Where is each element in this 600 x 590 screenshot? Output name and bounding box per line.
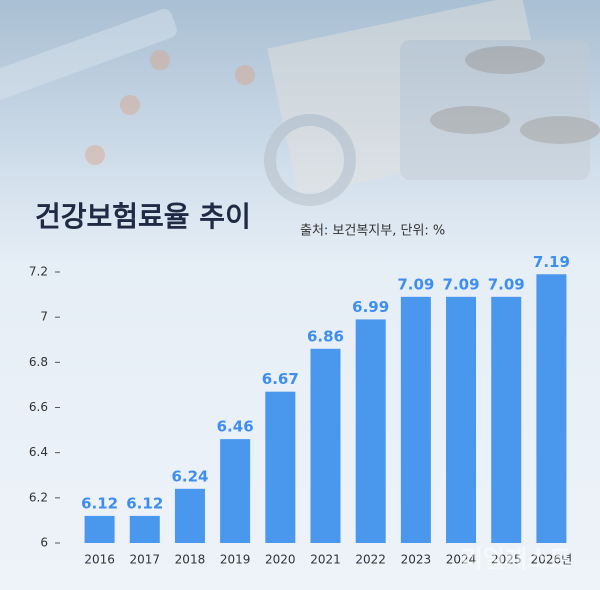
bar: [84, 515, 115, 543]
x-tick-label: 2019: [220, 553, 251, 567]
x-tick-label: 2020: [265, 553, 296, 567]
x-tick-label: 2023: [401, 553, 432, 567]
y-tick-label: 6.6: [29, 400, 48, 414]
y-tick-label: 6.4: [29, 445, 48, 459]
value-label: 6.99: [352, 298, 389, 316]
y-tick-label: 6.2: [29, 490, 48, 504]
bar: [265, 391, 296, 543]
bar: [220, 439, 251, 543]
y-tick-label: 6: [40, 536, 48, 550]
x-tick-label: 2021: [310, 553, 341, 567]
value-label: 7.19: [533, 253, 570, 271]
value-label: 6.86: [307, 327, 344, 345]
bar: [491, 296, 522, 543]
x-tick-label: 2017: [129, 553, 160, 567]
bar: [355, 319, 386, 543]
x-tick-label: 2025: [491, 553, 522, 567]
value-label: 7.09: [397, 275, 434, 293]
photo-decoration: [0, 0, 600, 206]
value-label: 6.12: [126, 494, 163, 512]
y-tick-label: 7: [40, 310, 48, 324]
watermark: 리얼캐스트: [461, 545, 571, 573]
x-tick-label: 2024: [446, 553, 477, 567]
y-tick-label: 6.8: [29, 355, 48, 369]
chart-title: 건강보험료율 추이: [35, 200, 251, 233]
value-label: 7.09: [488, 275, 525, 293]
value-label: 6.67: [262, 370, 299, 388]
value-label: 7.09: [443, 275, 480, 293]
value-label: 6.12: [81, 494, 118, 512]
x-tick-label: 2016: [84, 553, 115, 567]
x-tick-label: 2022: [355, 553, 386, 567]
bar: [129, 515, 160, 543]
bar: [446, 296, 477, 543]
y-tick-label: 7.2: [29, 265, 48, 279]
x-tick-label: 2026년: [531, 553, 573, 567]
bar: [536, 274, 567, 543]
x-tick-label: 2018: [175, 553, 206, 567]
value-label: 6.24: [171, 467, 208, 485]
bar: [174, 488, 205, 543]
chart-subtitle: 출처: 보건복지부, 단위: %: [300, 224, 445, 239]
bar: [400, 296, 431, 543]
value-label: 6.46: [217, 418, 254, 436]
bar: [310, 348, 341, 543]
